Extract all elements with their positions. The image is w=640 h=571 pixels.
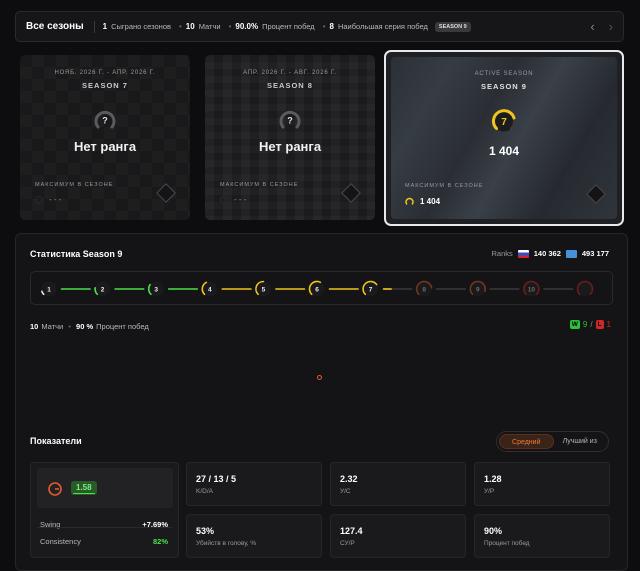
active-season-label: ACTIVE SEASON	[474, 71, 534, 77]
level-5-icon: 5	[255, 280, 271, 297]
season-max-value: - - -	[35, 195, 61, 204]
rank-ring-icon: ?	[94, 110, 116, 129]
season-card-9-active[interactable]: ACTIVE SEASON SEASON 9 7 1 404 МАКСИМУМ …	[384, 50, 624, 226]
season-date: АПР. 2026 Г. - АВГ. 2026 Г.	[243, 70, 337, 76]
season-max-label: МАКСИМУМ В СЕЗОНЕ	[220, 182, 299, 188]
toggle-best[interactable]: Лучший из	[562, 438, 597, 445]
elo-value: 1 404	[488, 144, 520, 158]
rank-text: Нет ранга	[73, 139, 137, 154]
svg-text:?: ?	[102, 116, 108, 126]
level-11-icon	[576, 280, 594, 297]
season-name: SEASON 7	[82, 81, 128, 90]
season-max-label: МАКСИМУМ В СЕЗОНЕ	[35, 182, 114, 188]
level-1-icon: 1	[41, 281, 57, 297]
rank-ring-icon: ?	[279, 110, 301, 129]
svg-text:4: 4	[208, 287, 212, 294]
country-rank: 140 362	[533, 249, 561, 258]
winrate-card: 90% Процент побед	[474, 514, 610, 558]
win-streak-stat: 8 Наибольшая серия побед	[329, 22, 428, 31]
win-loss-record: W 9 / L 1	[569, 320, 611, 329]
svg-text:3: 3	[154, 287, 158, 294]
season-max-value: 1 404	[405, 197, 440, 206]
level-3-icon: 3	[147, 281, 164, 297]
season-max-value: - - -	[220, 195, 246, 204]
all-seasons-title[interactable]: Все сезоны	[26, 21, 84, 32]
svg-text:6: 6	[315, 287, 319, 294]
svg-text:9: 9	[476, 287, 480, 294]
level-4-icon: 4	[201, 281, 218, 297]
season-stats-panel: Статистика Season 9 Ranks 140 362 493 17…	[15, 233, 628, 571]
world-icon	[565, 249, 577, 258]
season-card-8[interactable]: АПР. 2026 Г. - АВГ. 2026 Г. SEASON 8 ? Н…	[205, 55, 375, 220]
winrate-stat: 90.0% Процент побед	[235, 22, 315, 31]
performance-title: Показатели	[30, 436, 82, 446]
diamond-icon	[341, 183, 361, 203]
toggle-average[interactable]: Средний	[499, 434, 554, 449]
season-name: SEASON 9	[481, 82, 527, 91]
rating-card: 1.58 Swing +7.69% Consistency 82%	[30, 462, 179, 558]
kills-per-death-card: 2.32 У/С	[330, 462, 466, 506]
consistency-row: Consistency 82%	[40, 537, 168, 546]
kills-per-round-card: 1.28 У/Р	[474, 462, 610, 506]
level-10-icon: 10	[523, 280, 540, 297]
matches-stat: 10 Матчи	[185, 22, 221, 31]
svg-text:2: 2	[101, 287, 105, 294]
svg-text:7: 7	[501, 117, 507, 128]
seasons-played-stat: 1 Сыграно сезонов	[102, 22, 171, 31]
kda-card: 27 / 13 / 5 K/D/A	[186, 462, 322, 506]
level-8-icon: 8	[415, 280, 433, 297]
season-max-label: МАКСИМУМ В СЕЗОНЕ	[405, 183, 484, 189]
svg-text:?: ?	[287, 116, 293, 126]
prev-arrow-icon[interactable]: ‹	[590, 19, 595, 34]
average-best-toggle: Средний Лучший из	[496, 431, 609, 452]
mini-ring-icon	[220, 195, 228, 204]
level-2-icon: 2	[94, 281, 111, 297]
russia-flag-icon	[517, 249, 529, 258]
swing-row: Swing +7.69%	[40, 520, 168, 529]
world-rank: 493 177	[581, 249, 609, 258]
headshot-card: 53% Убийств в голову, %	[186, 514, 322, 558]
mini-ring-icon	[35, 195, 43, 204]
level-6-icon: 6	[308, 280, 325, 297]
season-badge: SEASON 9	[434, 21, 471, 32]
seasons-summary-bar: Все сезоны 1 Сыграно сезонов • 10 Матчи • …	[15, 11, 624, 42]
rank-text: Нет ранга	[258, 139, 322, 154]
level-7-icon: 7	[362, 280, 379, 297]
season-name: SEASON 8	[267, 81, 313, 90]
svg-text:5: 5	[262, 287, 266, 294]
wins-badge: W	[569, 320, 580, 329]
level-7-icon: 7	[491, 109, 516, 132]
losses-badge: L	[595, 320, 604, 329]
mini-level-icon	[405, 197, 414, 206]
svg-text:1: 1	[47, 287, 51, 294]
diamond-icon	[586, 184, 606, 204]
svg-text:8: 8	[422, 287, 426, 294]
ranks-info: Ranks 140 362 493 177	[491, 249, 609, 258]
svg-text:10: 10	[528, 287, 536, 294]
losses-count: 1	[606, 320, 611, 329]
level-9-icon: 9	[469, 280, 487, 297]
damage-per-round-card: 127.4 СУ/Р	[330, 514, 466, 558]
season-date: НОЯБ. 2026 Г. - АПР. 2026 Г.	[54, 70, 156, 76]
stats-title: Статистика Season 9	[30, 249, 123, 259]
diamond-icon	[156, 183, 176, 203]
matches-summary: 10 Матчи • 90 % Процент побед	[30, 322, 149, 331]
rating-value: 1.58	[71, 481, 97, 495]
svg-text:7: 7	[369, 287, 373, 294]
season-card-7[interactable]: НОЯБ. 2026 Г. - АПР. 2026 Г. SEASON 7 ? …	[20, 55, 190, 220]
divider	[93, 20, 95, 33]
level-progress-track: 1 2 3 4 5 6 7 8 9 10	[30, 271, 613, 305]
elo-graph-point[interactable]	[317, 375, 322, 380]
rating-gauge-icon	[48, 482, 62, 496]
wins-count: 9	[582, 320, 588, 329]
next-arrow-icon[interactable]: ›	[608, 19, 613, 34]
